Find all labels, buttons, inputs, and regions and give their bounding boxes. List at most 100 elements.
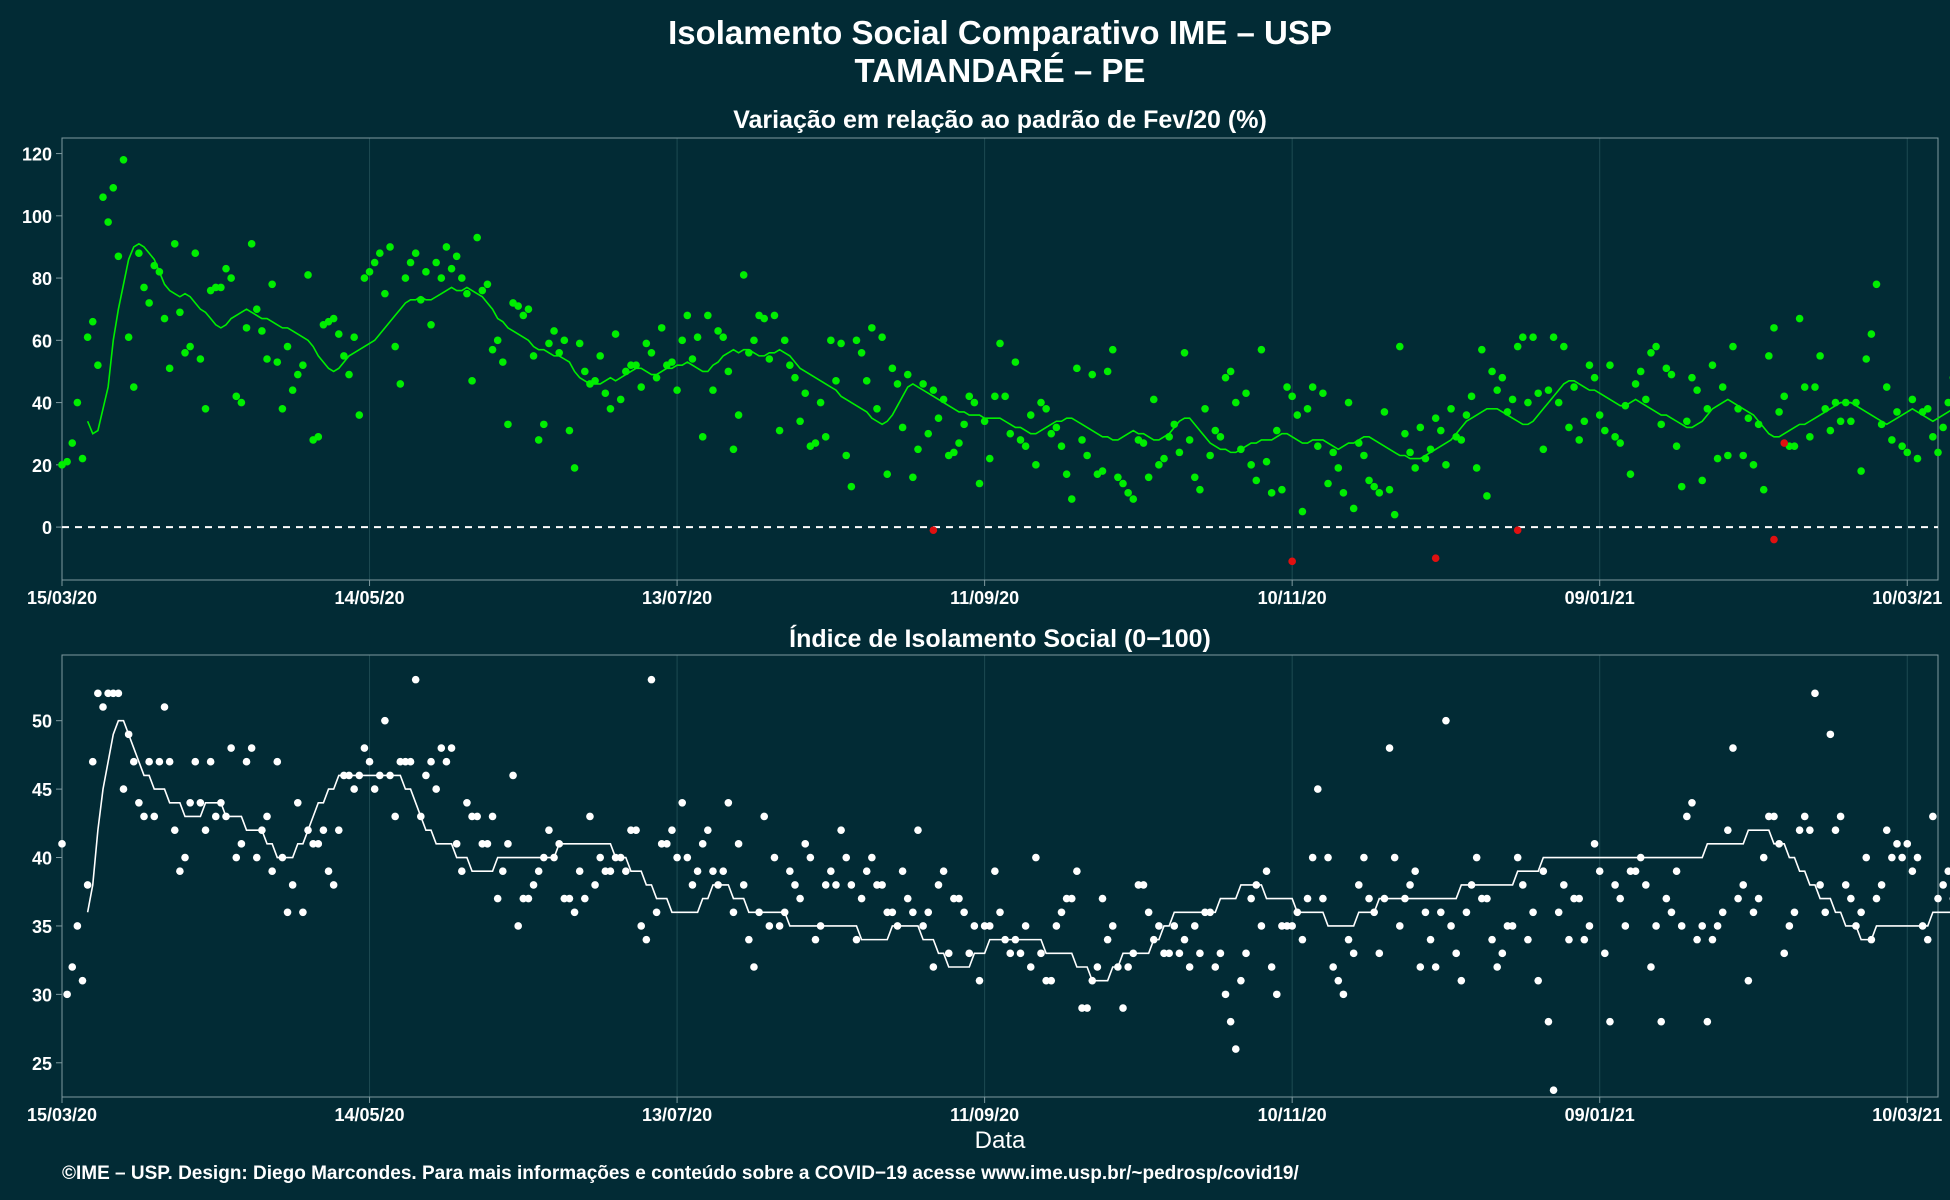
data-point xyxy=(1067,495,1076,503)
data-point xyxy=(1498,373,1507,382)
data-point xyxy=(1585,922,1594,930)
x-tick-label: 13/07/20 xyxy=(642,1105,712,1125)
data-point xyxy=(1437,908,1445,917)
data-point xyxy=(1549,1086,1558,1094)
data-point xyxy=(652,908,661,917)
data-point xyxy=(857,894,866,903)
data-point xyxy=(1196,949,1204,958)
data-point xyxy=(1052,922,1061,930)
data-point xyxy=(94,689,102,698)
data-point xyxy=(1313,785,1322,793)
data-point xyxy=(1062,470,1071,478)
data-point xyxy=(1057,908,1066,917)
data-point xyxy=(247,240,256,248)
data-point xyxy=(1575,894,1584,903)
data-point xyxy=(847,482,856,491)
data-point xyxy=(852,336,861,345)
data-point xyxy=(1231,1045,1240,1053)
data-point xyxy=(1590,373,1599,382)
data-point xyxy=(560,336,569,345)
data-point xyxy=(622,867,630,876)
data-point xyxy=(996,908,1004,917)
data-point xyxy=(1329,448,1337,457)
data-point xyxy=(1565,935,1573,944)
figure-title: Isolamento Social Comparativo IME – USP xyxy=(668,14,1332,51)
data-point xyxy=(1524,935,1532,944)
data-point xyxy=(944,949,953,958)
data-point xyxy=(1554,398,1563,407)
data-point xyxy=(463,798,471,807)
y-tick-label: 100 xyxy=(22,207,52,227)
data-point xyxy=(1662,894,1671,903)
data-point xyxy=(1882,826,1891,834)
data-point xyxy=(483,280,492,289)
data-point xyxy=(1483,894,1491,903)
data-point xyxy=(1067,894,1076,903)
data-point xyxy=(1308,383,1317,391)
data-point xyxy=(304,271,312,279)
data-point xyxy=(1262,457,1271,466)
data-point xyxy=(1016,949,1025,958)
data-point xyxy=(1882,383,1891,391)
data-point xyxy=(299,361,307,370)
data-point xyxy=(1718,908,1727,917)
figure-subtitle: TAMANDARÉ – PE xyxy=(855,52,1146,89)
data-point xyxy=(1462,411,1471,419)
data-point xyxy=(1026,963,1035,971)
data-point xyxy=(1601,949,1609,958)
data-point xyxy=(888,364,897,373)
data-point xyxy=(1913,454,1922,463)
data-point xyxy=(693,867,702,876)
data-point xyxy=(83,881,92,889)
data-point xyxy=(970,398,979,407)
data-point xyxy=(1221,990,1230,999)
data-point xyxy=(878,333,886,342)
data-point xyxy=(1201,405,1209,413)
data-point xyxy=(1826,426,1835,435)
data-point xyxy=(1180,935,1189,944)
data-point xyxy=(1149,395,1158,404)
red-data-point xyxy=(929,526,938,534)
data-point xyxy=(381,289,389,298)
data-point xyxy=(1703,405,1712,413)
data-point xyxy=(165,757,174,766)
data-point xyxy=(1595,411,1604,419)
data-point xyxy=(88,317,97,326)
data-point xyxy=(129,383,138,391)
data-point xyxy=(985,454,994,463)
data-point xyxy=(1590,840,1599,848)
data-point xyxy=(232,392,241,401)
data-point xyxy=(1237,976,1245,985)
data-point xyxy=(991,392,999,401)
x-tick-label: 10/11/20 xyxy=(1258,588,1327,608)
data-point xyxy=(499,358,507,366)
data-point xyxy=(345,370,353,379)
data-point xyxy=(729,908,738,917)
data-point xyxy=(919,380,927,388)
data-point xyxy=(1165,949,1173,958)
data-point xyxy=(955,439,963,447)
data-point xyxy=(1396,922,1404,930)
data-point xyxy=(1288,392,1296,401)
data-point xyxy=(478,286,487,295)
data-point xyxy=(765,922,774,930)
data-point xyxy=(611,330,620,338)
data-point xyxy=(1032,461,1040,469)
data-point xyxy=(1047,429,1056,438)
data-point xyxy=(1457,976,1466,985)
data-point xyxy=(581,894,589,903)
data-point xyxy=(1006,429,1015,438)
data-point xyxy=(1078,436,1086,444)
data-point xyxy=(745,935,753,944)
data-point xyxy=(63,457,71,466)
data-point xyxy=(1713,454,1722,463)
data-point xyxy=(278,405,287,413)
data-point xyxy=(140,283,148,292)
panel2-title: Índice de Isolamento Social (0−100) xyxy=(789,624,1211,653)
data-point xyxy=(657,324,666,332)
data-point xyxy=(1119,479,1127,488)
y-tick-label: 40 xyxy=(32,394,52,414)
data-point xyxy=(893,380,902,388)
data-point xyxy=(1083,451,1091,460)
data-point xyxy=(734,411,743,419)
